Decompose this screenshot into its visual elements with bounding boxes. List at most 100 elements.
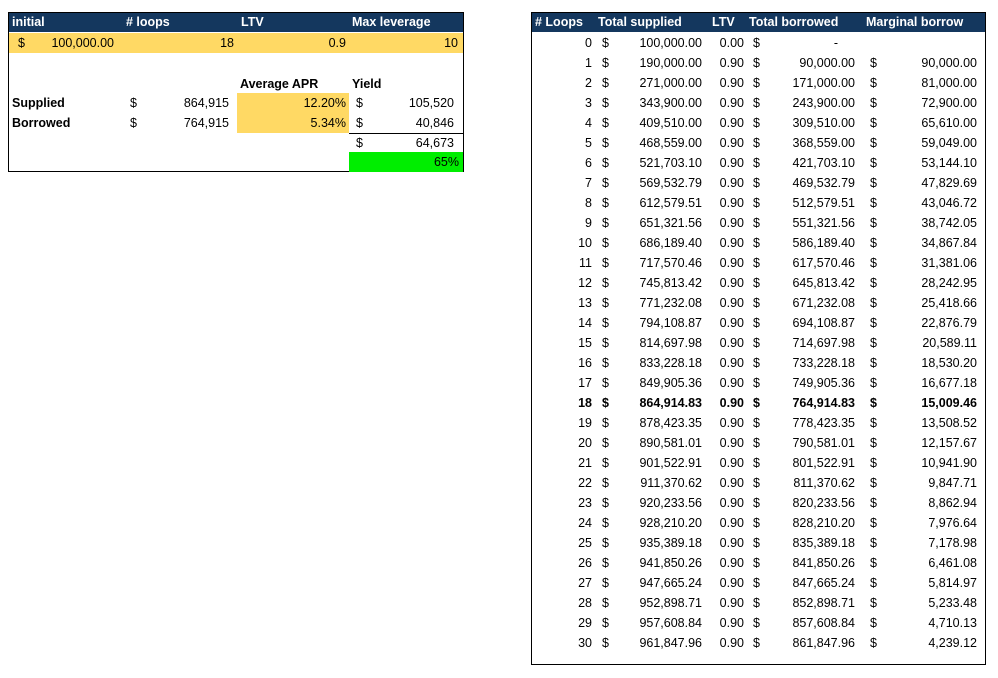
- cell-ltv[interactable]: 0.90: [719, 416, 744, 430]
- dollar-sign[interactable]: $: [870, 516, 877, 530]
- cell-loops[interactable]: 28: [578, 596, 592, 610]
- cell-ltv[interactable]: 0.90: [719, 516, 744, 530]
- cell-loops[interactable]: 1: [585, 56, 592, 70]
- supplied-dollar[interactable]: $: [130, 96, 137, 110]
- dollar-sign[interactable]: $: [753, 556, 760, 570]
- cell-marginal[interactable]: 31,381.06: [921, 256, 977, 270]
- dollar-sign[interactable]: $: [753, 436, 760, 450]
- cell-borrowed[interactable]: 243,900.00: [792, 96, 855, 110]
- cell-loops[interactable]: 10: [578, 236, 592, 250]
- dollar-sign[interactable]: $: [602, 336, 609, 350]
- cell-supplied[interactable]: 833,228.18: [639, 356, 702, 370]
- input-initial-dollar[interactable]: $: [18, 36, 25, 50]
- header-max-leverage[interactable]: Max leverage: [352, 15, 431, 29]
- dollar-sign[interactable]: $: [870, 196, 877, 210]
- cell-marginal[interactable]: 65,610.00: [921, 116, 977, 130]
- cell-supplied[interactable]: 745,813.42: [639, 276, 702, 290]
- dollar-sign[interactable]: $: [870, 396, 877, 410]
- dollar-sign[interactable]: $: [753, 456, 760, 470]
- dollar-sign[interactable]: $: [602, 456, 609, 470]
- cell-ltv[interactable]: 0.90: [719, 396, 744, 410]
- dollar-sign[interactable]: $: [602, 616, 609, 630]
- dollar-sign[interactable]: $: [602, 636, 609, 650]
- dollar-sign[interactable]: $: [870, 576, 877, 590]
- cell-borrowed[interactable]: 778,423.35: [792, 416, 855, 430]
- cell-ltv[interactable]: 0.90: [719, 636, 744, 650]
- cell-supplied[interactable]: 935,389.18: [639, 536, 702, 550]
- cell-loops[interactable]: 20: [578, 436, 592, 450]
- dollar-sign[interactable]: $: [753, 136, 760, 150]
- cell-ltv[interactable]: 0.90: [719, 576, 744, 590]
- cell-borrowed[interactable]: 551,321.56: [792, 216, 855, 230]
- dollar-sign[interactable]: $: [870, 476, 877, 490]
- dollar-sign[interactable]: $: [870, 56, 877, 70]
- dollar-sign[interactable]: $: [753, 356, 760, 370]
- cell-supplied[interactable]: 190,000.00: [639, 56, 702, 70]
- cell-supplied[interactable]: 928,210.20: [639, 516, 702, 530]
- cell-supplied[interactable]: 686,189.40: [639, 236, 702, 250]
- cell-ltv[interactable]: 0.90: [719, 196, 744, 210]
- cell-borrowed[interactable]: 694,108.87: [792, 316, 855, 330]
- cell-marginal[interactable]: 7,976.64: [928, 516, 977, 530]
- dollar-sign[interactable]: $: [753, 376, 760, 390]
- dollar-sign[interactable]: $: [753, 416, 760, 430]
- cell-marginal[interactable]: 90,000.00: [921, 56, 977, 70]
- cell-ltv[interactable]: 0.90: [719, 156, 744, 170]
- cell-marginal[interactable]: 38,742.05: [921, 216, 977, 230]
- dollar-sign[interactable]: $: [870, 336, 877, 350]
- cell-ltv[interactable]: 0.90: [719, 76, 744, 90]
- cell-ltv[interactable]: 0.90: [719, 276, 744, 290]
- cell-marginal[interactable]: 47,829.69: [921, 176, 977, 190]
- dollar-sign[interactable]: $: [870, 536, 877, 550]
- cell-ltv[interactable]: 0.90: [719, 476, 744, 490]
- dollar-sign[interactable]: $: [602, 556, 609, 570]
- cell-marginal[interactable]: 22,876.79: [921, 316, 977, 330]
- cell-borrowed[interactable]: 811,370.62: [793, 476, 855, 490]
- supplied-yield[interactable]: 105,520: [408, 96, 454, 110]
- cell-marginal[interactable]: 20,589.11: [922, 336, 977, 350]
- cell-loops[interactable]: 4: [585, 116, 592, 130]
- cell-supplied[interactable]: 271,000.00: [639, 76, 702, 90]
- cell-supplied[interactable]: 890,581.01: [639, 436, 702, 450]
- cell-loops[interactable]: 6: [585, 156, 592, 170]
- col-header-loops[interactable]: # Loops: [535, 15, 583, 29]
- dollar-sign[interactable]: $: [602, 96, 609, 110]
- dollar-sign[interactable]: $: [753, 536, 760, 550]
- cell-borrowed[interactable]: 512,579.51: [792, 196, 855, 210]
- dollar-sign[interactable]: $: [870, 276, 877, 290]
- dollar-sign[interactable]: $: [870, 216, 877, 230]
- dollar-sign[interactable]: $: [753, 156, 760, 170]
- dollar-sign[interactable]: $: [753, 576, 760, 590]
- dollar-sign[interactable]: $: [602, 576, 609, 590]
- cell-supplied[interactable]: 941,850.26: [639, 556, 702, 570]
- cell-loops[interactable]: 25: [578, 536, 592, 550]
- dollar-sign[interactable]: $: [602, 356, 609, 370]
- dollar-sign[interactable]: $: [602, 176, 609, 190]
- cell-supplied[interactable]: 468,559.00: [639, 136, 702, 150]
- dollar-sign[interactable]: $: [870, 236, 877, 250]
- cell-loops[interactable]: 7: [585, 176, 592, 190]
- cell-supplied[interactable]: 952,898.71: [639, 596, 702, 610]
- cell-loops[interactable]: 26: [578, 556, 592, 570]
- dollar-sign[interactable]: $: [602, 496, 609, 510]
- dollar-sign[interactable]: $: [602, 196, 609, 210]
- cell-loops[interactable]: 18: [578, 396, 592, 410]
- cell-marginal[interactable]: 6,461.08: [928, 556, 977, 570]
- cell-ltv[interactable]: 0.90: [719, 236, 744, 250]
- cell-marginal[interactable]: 53,144.10: [921, 156, 977, 170]
- dollar-sign[interactable]: $: [870, 296, 877, 310]
- dollar-sign[interactable]: $: [602, 256, 609, 270]
- dollar-sign[interactable]: $: [870, 456, 877, 470]
- borrowed-yield[interactable]: 40,846: [415, 116, 454, 130]
- supplied-label[interactable]: Supplied: [12, 96, 65, 110]
- cell-loops[interactable]: 30: [578, 636, 592, 650]
- dollar-sign[interactable]: $: [870, 616, 877, 630]
- dollar-sign[interactable]: $: [602, 596, 609, 610]
- cell-borrowed[interactable]: 857,608.84: [792, 616, 855, 630]
- cell-ltv[interactable]: 0.90: [719, 356, 744, 370]
- cell-borrowed[interactable]: 852,898.71: [792, 596, 855, 610]
- cell-marginal[interactable]: 43,046.72: [921, 196, 977, 210]
- dollar-sign[interactable]: $: [753, 616, 760, 630]
- cell-loops[interactable]: 13: [578, 296, 592, 310]
- dollar-sign[interactable]: $: [753, 276, 760, 290]
